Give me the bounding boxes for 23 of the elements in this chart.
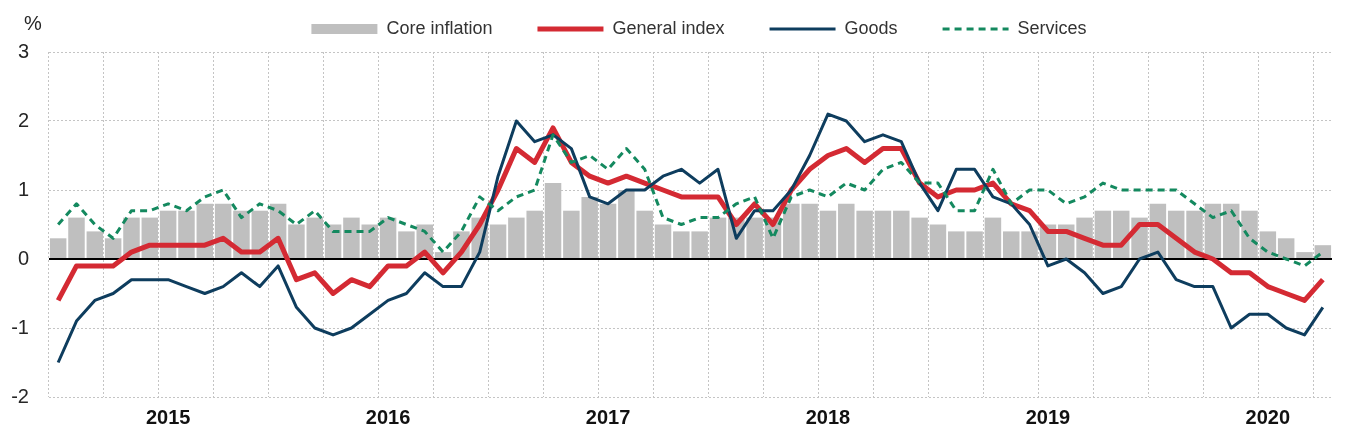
legend-label: Core inflation — [386, 17, 493, 38]
bar — [343, 217, 360, 259]
bar — [288, 224, 305, 259]
x-tick-label: 2016 — [365, 405, 411, 428]
x-tick-label: 2017 — [585, 405, 631, 428]
bar — [1003, 231, 1020, 259]
y-tick-label: 0 — [17, 246, 29, 269]
y-tick-label: -2 — [11, 384, 29, 407]
y-tick-label: 3 — [17, 39, 29, 62]
y-axis-title: % — [24, 11, 43, 34]
legend-label: Goods — [844, 17, 898, 38]
y-tick-label: -1 — [11, 315, 29, 338]
x-tick-label: 2019 — [1025, 405, 1071, 428]
legend-label: General index — [612, 17, 725, 38]
x-tick-label: 2015 — [145, 405, 191, 428]
y-tick-label: 1 — [17, 177, 29, 200]
x-tick-label: 2020 — [1245, 405, 1291, 428]
legend-label: Services — [1017, 17, 1087, 38]
x-tick-label: 2018 — [805, 405, 851, 428]
bar — [1222, 203, 1240, 259]
bar — [68, 217, 85, 259]
y-tick-label: 2 — [17, 108, 29, 131]
bar — [1277, 238, 1295, 259]
